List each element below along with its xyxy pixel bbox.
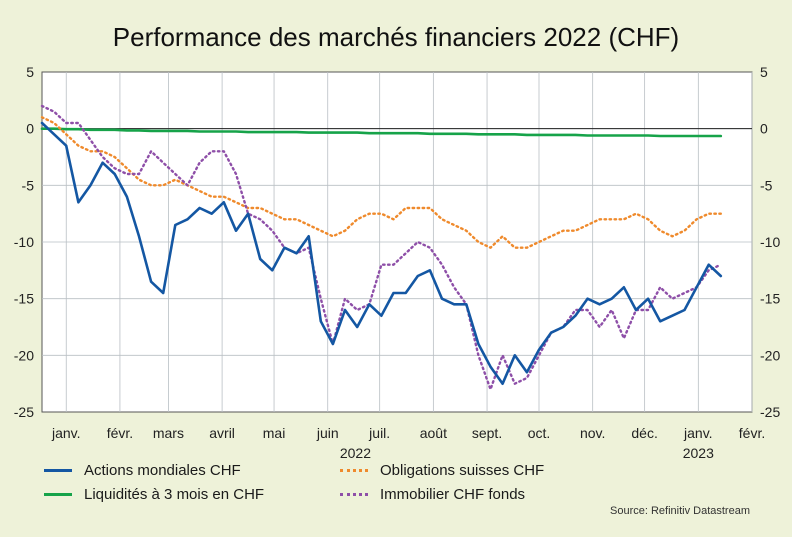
x-tick-label: mai [263, 425, 286, 441]
y-tick-label-right: -10 [760, 234, 780, 250]
x-tick-label: févr. [107, 425, 133, 441]
legend-label-immobilier: Immobilier CHF fonds [380, 486, 526, 503]
legend-swatch-obligations [340, 469, 368, 472]
legend-item-liquidites: Liquidités à 3 mois en CHF [44, 486, 264, 503]
x-tick-label: juin [316, 425, 339, 441]
x-axis: janv. févr. mars avril mai juin juil. août sept.… [51, 425, 765, 461]
y-tick-label-left: -10 [14, 234, 34, 250]
y-tick-label-left: 5 [26, 64, 34, 80]
x-tick-label: mars [153, 425, 184, 441]
x-tick-label: févr. [739, 425, 765, 441]
y-tick-label-right: 0 [760, 121, 768, 137]
x-tick-label: août [420, 425, 447, 441]
y-tick-label-right: -20 [760, 347, 780, 363]
legend-label-obligations: Obligations suisses CHF [380, 462, 545, 479]
chart-title: Performance des marchés financiers 2022 … [112, 22, 680, 52]
legend-label-liquidites: Liquidités à 3 mois en CHF [84, 486, 265, 503]
y-tick-label-right: -5 [760, 177, 773, 193]
x-tick-label: avril [209, 425, 235, 441]
x-tick-label: juil. [368, 425, 390, 441]
source-note: Source: Refinitiv Datastream [610, 505, 750, 517]
x-tick-label: oct. [528, 425, 551, 441]
legend-label-actions: Actions mondiales CHF [84, 462, 241, 479]
series-line-2 [40, 116, 722, 249]
x-tick-label: déc. [631, 425, 657, 441]
y-tick-label-left: 0 [26, 121, 34, 137]
y-tick-label-left: -20 [14, 347, 34, 363]
legend-item-actions: Actions mondiales CHF [44, 462, 241, 479]
series-line-3 [40, 104, 722, 391]
x-tick-label: sept. [472, 425, 502, 441]
legend-swatch-liquidites [44, 493, 72, 496]
legend-item-obligations: Obligations suisses CHF [340, 462, 544, 479]
series-layer [40, 104, 723, 391]
y-axis-left: 5 0 -5 -10 -15 -20 -25 [14, 64, 34, 420]
y-tick-label-right: 5 [760, 64, 768, 80]
y-tick-label-left: -5 [22, 177, 35, 193]
y-tick-label-left: -15 [14, 291, 34, 307]
series-line-0 [40, 121, 723, 386]
x-tick-label: nov. [580, 425, 605, 441]
series-line-1 [40, 127, 723, 138]
y-tick-label-right: -25 [760, 404, 780, 420]
legend-swatch-actions [44, 469, 72, 472]
legend-swatch-immobilier [340, 493, 368, 496]
x-year-label: 2023 [683, 445, 714, 461]
x-tick-label: janv. [683, 425, 713, 441]
y-tick-label-left: -25 [14, 404, 34, 420]
x-year-label: 2022 [340, 445, 371, 461]
legend-item-immobilier: Immobilier CHF fonds [340, 486, 525, 503]
y-tick-label-right: -15 [760, 291, 780, 307]
y-axis-right: 5 0 -5 -10 -15 -20 -25 [760, 64, 780, 420]
x-tick-label: janv. [51, 425, 81, 441]
